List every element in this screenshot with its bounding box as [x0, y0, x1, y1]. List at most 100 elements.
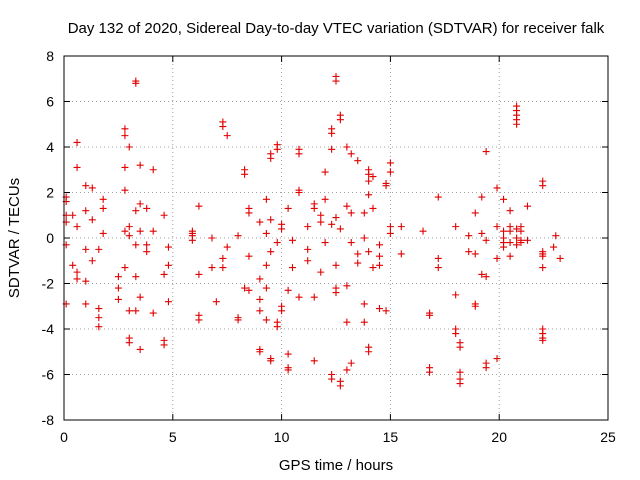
data-point	[365, 191, 373, 199]
data-point	[513, 234, 521, 242]
data-point	[471, 250, 479, 258]
data-point	[195, 202, 203, 210]
data-point	[73, 223, 81, 231]
data-point	[434, 193, 442, 201]
data-point	[219, 264, 227, 272]
data-point	[365, 248, 373, 256]
data-point	[73, 275, 81, 283]
data-point	[332, 289, 340, 297]
data-point	[500, 227, 508, 235]
data-point	[208, 234, 216, 242]
data-point	[164, 261, 172, 269]
data-point	[513, 225, 521, 233]
data-point	[73, 138, 81, 146]
data-point	[386, 168, 394, 176]
data-point	[114, 295, 122, 303]
data-point	[267, 357, 275, 365]
data-point	[234, 316, 242, 324]
data-point	[336, 382, 344, 390]
y-tick-label: -6	[42, 367, 55, 383]
x-tick-label: 20	[491, 429, 507, 445]
data-point	[376, 305, 384, 313]
data-point	[114, 284, 122, 292]
data-point	[143, 248, 151, 256]
data-point	[426, 368, 434, 376]
data-point	[69, 211, 77, 219]
data-point	[354, 157, 362, 165]
data-point	[343, 282, 351, 290]
data-point	[506, 227, 514, 235]
data-point	[245, 286, 253, 294]
data-point	[434, 254, 442, 262]
data-point	[164, 298, 172, 306]
data-point	[160, 270, 168, 278]
data-point	[419, 227, 427, 235]
data-point	[397, 250, 405, 258]
data-point	[136, 200, 144, 208]
data-point	[82, 182, 90, 190]
data-point	[354, 250, 362, 258]
data-point	[539, 252, 547, 260]
data-point	[550, 243, 558, 251]
y-tick-label: 2	[46, 185, 54, 201]
grid	[64, 56, 608, 420]
plot-frame	[63, 55, 609, 421]
data-point	[88, 184, 96, 192]
data-point	[493, 355, 501, 363]
data-point	[452, 330, 460, 338]
data-point	[539, 182, 547, 190]
x-tick-label: 0	[60, 429, 68, 445]
data-point	[365, 170, 373, 178]
data-point	[143, 204, 151, 212]
data-point	[376, 241, 384, 249]
data-point	[360, 209, 368, 217]
data-point	[482, 148, 490, 156]
data-point	[365, 348, 373, 356]
data-point	[262, 284, 270, 292]
data-point	[256, 348, 264, 356]
data-point	[482, 364, 490, 372]
data-point	[478, 270, 486, 278]
y-tick-label: 4	[46, 139, 54, 155]
data-point	[347, 239, 355, 247]
data-point	[132, 307, 140, 315]
data-point	[136, 161, 144, 169]
data-point	[288, 236, 296, 244]
data-point	[304, 245, 312, 253]
data-point	[295, 150, 303, 158]
data-point	[234, 232, 242, 240]
data-point	[343, 366, 351, 374]
data-point	[500, 195, 508, 203]
data-point	[456, 343, 464, 351]
data-point	[256, 295, 264, 303]
data-point	[343, 143, 351, 151]
data-point	[136, 345, 144, 353]
data-point	[121, 186, 129, 194]
data-point	[262, 195, 270, 203]
data-point	[513, 241, 521, 249]
data-point	[506, 252, 514, 260]
data-point	[95, 314, 103, 322]
data-point	[386, 159, 394, 167]
data-point	[99, 204, 107, 212]
data-point	[245, 209, 253, 217]
data-point	[328, 145, 336, 153]
data-point	[121, 163, 129, 171]
x-tick-label: 15	[383, 429, 399, 445]
data-point	[121, 264, 129, 272]
data-point	[245, 252, 253, 260]
data-point	[99, 229, 107, 237]
data-point	[317, 218, 325, 226]
data-point	[208, 264, 216, 272]
data-point	[125, 339, 133, 347]
data-point	[369, 173, 377, 181]
y-tick-label: -8	[42, 412, 55, 428]
data-point	[336, 116, 344, 124]
data-point	[347, 150, 355, 158]
data-point	[539, 264, 547, 272]
data-point	[304, 223, 312, 231]
data-point	[539, 336, 547, 344]
data-point	[149, 227, 157, 235]
data-point	[114, 273, 122, 281]
data-point	[132, 241, 140, 249]
